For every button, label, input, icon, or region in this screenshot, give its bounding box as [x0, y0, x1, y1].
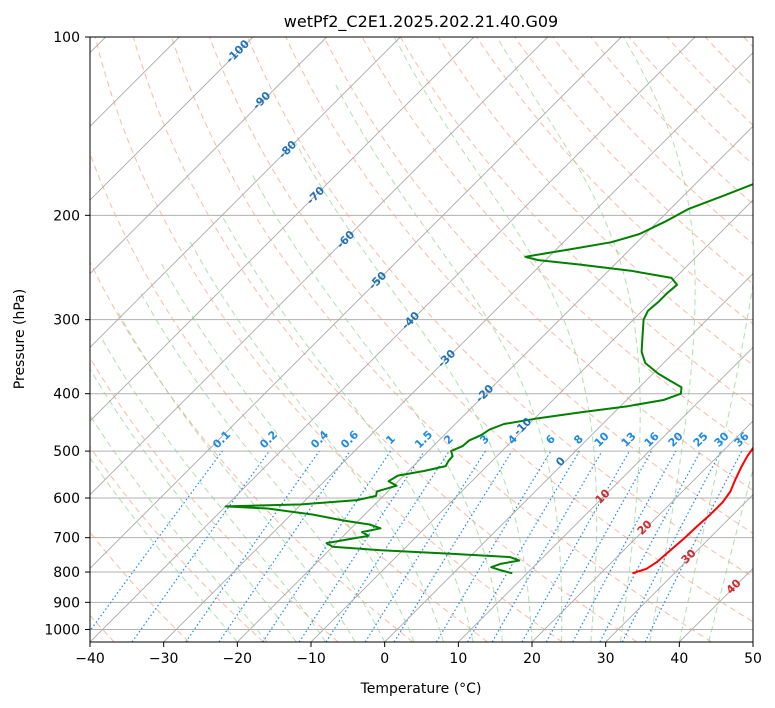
- x-tick-label: −40: [75, 651, 105, 667]
- mixing-ratio-line: [435, 450, 552, 642]
- x-tick-label: −10: [296, 651, 326, 667]
- x-tick-label: −30: [149, 651, 179, 667]
- y-tick-label: 900: [53, 595, 80, 611]
- y-tick-label: 100: [53, 30, 80, 46]
- isotherm-line: [90, 37, 401, 348]
- moist-adiabat-line: [188, 239, 445, 642]
- moist-adiabat-line: [623, 37, 696, 642]
- moist-adiabat-line: [160, 262, 415, 642]
- profile-series: [224, 183, 753, 575]
- y-tick-label: 700: [53, 531, 80, 547]
- y-tick-label: 600: [53, 491, 80, 507]
- mixing-ratio-line: [572, 450, 677, 642]
- isotherm-line: [163, 52, 753, 642]
- isotherms: [90, 37, 753, 642]
- dry-adiabat-line: [514, 37, 753, 285]
- dry-adiabat-line: [323, 37, 753, 491]
- y-tick-label: 1000: [44, 622, 80, 638]
- y-axis-label: Pressure (hPa): [12, 289, 28, 389]
- mixing-ratio-line: [491, 450, 603, 642]
- moist-adiabat-line: [496, 37, 641, 642]
- isotherm-line: [531, 420, 753, 642]
- mixing-ratio-line: [325, 450, 450, 642]
- temperature-profile: [632, 446, 753, 575]
- y-tick-label: 400: [53, 387, 80, 403]
- isotherm-line: [384, 273, 753, 642]
- moist-adiabat-line: [334, 83, 563, 642]
- moist-adiabat-line: [90, 414, 268, 642]
- dry-adiabat-line: [90, 446, 264, 642]
- x-axis-label: Temperature (°C): [360, 681, 482, 697]
- isotherm-line: [605, 494, 753, 642]
- isotherm-line: [90, 37, 254, 201]
- moist-adiabats: [90, 37, 753, 642]
- moist-adiabat-line: [90, 367, 297, 642]
- dewpoint-profile: [224, 183, 753, 575]
- dry-adiabat-line: [628, 37, 753, 166]
- x-tick-label: 30: [597, 651, 615, 667]
- x-tick-label: 0: [380, 651, 389, 667]
- x-tick-label: −20: [223, 651, 253, 667]
- isotherm-line: [90, 37, 696, 642]
- mixing-ratio-line: [521, 450, 631, 642]
- dry-adiabat-line: [90, 260, 414, 642]
- y-axis-ticks: 100 200 300 400 500 600 700 800 900 1000: [44, 30, 90, 638]
- x-tick-label: 40: [670, 651, 688, 667]
- mixing-ratio-lines: [90, 450, 743, 642]
- plot-frame: [89, 36, 754, 643]
- dry-adiabat-line: [209, 37, 753, 623]
- mixing-ratio-line: [364, 450, 486, 642]
- moist-adiabat-line: [116, 310, 356, 642]
- moist-adiabat-line: [100, 336, 327, 642]
- moist-adiabat-line: [221, 215, 474, 642]
- x-tick-label: 50: [744, 651, 762, 667]
- dry-adiabat-line: [132, 37, 638, 642]
- mixing-ratio-line: [131, 450, 270, 642]
- moist-adiabat-line: [140, 292, 386, 642]
- mixing-ratio-line: [185, 450, 320, 642]
- dry-adiabat-line: [94, 37, 563, 642]
- x-tick-label: 20: [523, 651, 541, 667]
- isotherm-line: [90, 37, 475, 422]
- plot-area: -100-90-80-70-60-50-40-30-20-10010203040…: [90, 37, 753, 642]
- isotherm-line: [458, 346, 753, 642]
- dry-adiabat-line: [247, 37, 753, 578]
- x-axis-ticks: −40 −30 −20 −10 0 10 20 30 40 50: [75, 642, 762, 667]
- mixing-ratio-line: [466, 450, 580, 642]
- mixing-ratio-line: [218, 450, 351, 642]
- y-tick-label: 300: [53, 313, 80, 329]
- isotherm-line: [90, 37, 548, 496]
- chart-title: wetPf2_C2E1.2025.202.21.40.G09: [284, 12, 558, 32]
- y-tick-label: 500: [53, 444, 80, 460]
- moist-adiabat-line: [708, 467, 753, 642]
- mixing-ratio-line: [393, 450, 513, 642]
- x-tick-label: 10: [449, 651, 467, 667]
- isotherm-line: [90, 37, 622, 569]
- y-tick-label: 200: [53, 208, 80, 224]
- y-tick-label: 800: [53, 565, 80, 581]
- moist-adiabat-line: [251, 173, 503, 642]
- moist-adiabat-line: [678, 280, 753, 642]
- isotherm-line: [90, 37, 327, 275]
- dry-adiabat-line: [476, 37, 753, 325]
- moist-adiabat-line: [393, 37, 598, 642]
- dry-adiabat-line: [399, 37, 753, 407]
- mixing-ratio-line: [90, 450, 223, 632]
- isotherm-line: [310, 199, 753, 642]
